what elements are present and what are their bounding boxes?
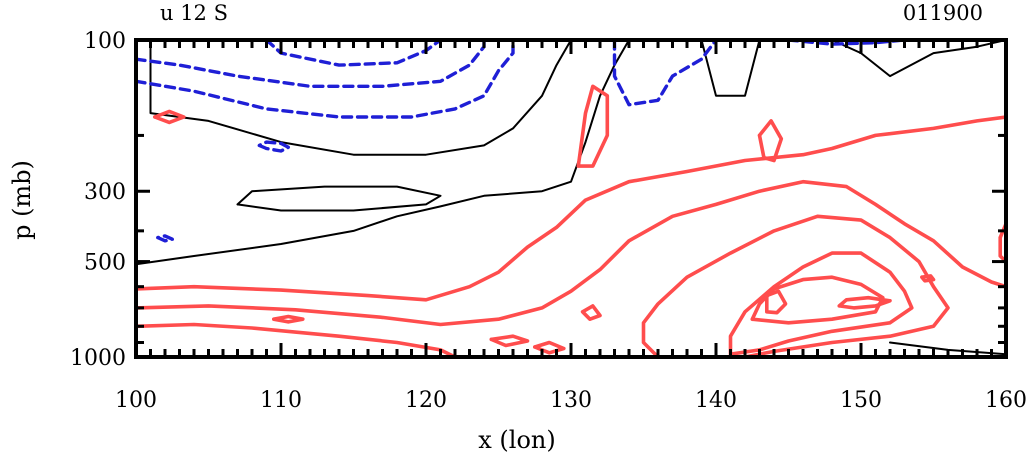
- chart-title-left: u 12 S: [160, 1, 228, 25]
- contour-positive-21: [576, 84, 610, 168]
- contour-positive-17: [728, 251, 914, 356]
- contour-zero-3: [700, 40, 761, 97]
- contour-positive-13: [136, 115, 1006, 302]
- x-tick-label: 130: [550, 388, 592, 413]
- contour-zero-4: [831, 40, 1006, 78]
- x-tick-label: 160: [985, 388, 1027, 413]
- contour-positive-18: [750, 275, 885, 325]
- contour-positive-16: [641, 214, 950, 357]
- y-tick-label: 500: [84, 251, 126, 276]
- contour-positive-23: [153, 109, 186, 125]
- y-tick-label: 300: [84, 180, 126, 205]
- contour-negative-8: [264, 40, 443, 67]
- contour-negative-10: [786, 40, 907, 46]
- contour-negative-12: [156, 234, 174, 243]
- contour-zero-2: [149, 40, 572, 156]
- contour-positive-20: [765, 289, 788, 315]
- x-tick-label: 110: [260, 388, 302, 413]
- tick-labels: 100 110 120 130 140 150 160 100 300 500 1000: [70, 29, 1027, 413]
- contour-negative-11: [257, 140, 290, 153]
- x-tick-label: 150: [840, 388, 882, 413]
- y-tick-label: 1000: [70, 346, 126, 371]
- contour-lines: [136, 40, 1006, 357]
- x-axis-label: x (lon): [478, 426, 555, 454]
- contour-zero-1: [236, 185, 442, 212]
- y-axis-label: p (mb): [8, 160, 36, 240]
- chart-title-right: 011900: [903, 1, 983, 25]
- contour-positive-28: [920, 274, 936, 283]
- contour-positive-26: [533, 340, 566, 355]
- x-tick-label: 120: [405, 388, 447, 413]
- contour-negative-6: [136, 40, 486, 88]
- x-tick-label: 140: [695, 388, 737, 413]
- contour-negative-9: [612, 40, 718, 107]
- contour-negative-7: [136, 40, 515, 119]
- contour-positive-25: [489, 334, 530, 348]
- contour-positive-24: [272, 314, 305, 324]
- contour-positive-19: [837, 295, 892, 310]
- contour-zero-0: [136, 40, 630, 266]
- y-tick-label: 100: [84, 29, 126, 54]
- plot-frame: [134, 38, 1008, 359]
- contour-positive-14: [136, 179, 1006, 327]
- contour-positive-22: [757, 119, 784, 163]
- x-tick-label: 100: [115, 388, 157, 413]
- contour-positive-27: [580, 304, 602, 321]
